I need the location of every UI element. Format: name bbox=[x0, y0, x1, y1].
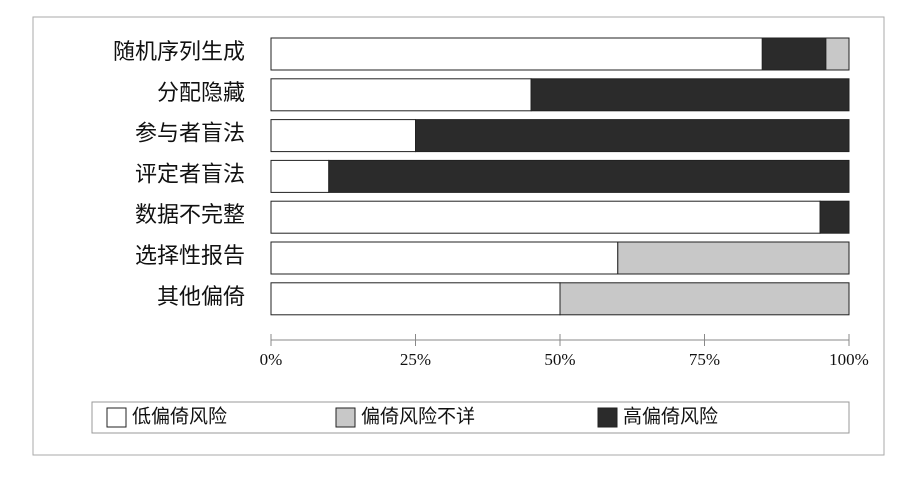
x-tick-label: 25% bbox=[400, 350, 431, 369]
bar-segment bbox=[761, 37, 827, 71]
category-label: 分配隐藏 bbox=[157, 80, 245, 105]
legend-label: 低偏倚风险 bbox=[132, 405, 227, 427]
bar-segment bbox=[270, 282, 561, 316]
bar-segment bbox=[415, 119, 850, 153]
legend-swatch bbox=[597, 407, 618, 428]
category-label: 参与者盲法 bbox=[135, 121, 245, 146]
bar-segment bbox=[270, 241, 619, 275]
category-label: 选择性报告 bbox=[135, 243, 245, 268]
bar-segment bbox=[530, 78, 850, 112]
category-label: 评定者盲法 bbox=[135, 161, 245, 186]
bar-segment bbox=[559, 282, 850, 316]
x-tick-label: 50% bbox=[544, 350, 575, 369]
bar-segment bbox=[270, 119, 416, 153]
legend-swatch bbox=[335, 407, 356, 428]
x-tick-label: 0% bbox=[260, 350, 283, 369]
bar-segment bbox=[270, 159, 330, 193]
legend-box bbox=[91, 401, 850, 434]
bar-segment bbox=[819, 200, 850, 234]
x-tick-label: 75% bbox=[689, 350, 720, 369]
bar-segment bbox=[270, 200, 821, 234]
legend-label: 高偏倚风险 bbox=[623, 405, 718, 427]
category-label: 其他偏倚 bbox=[157, 284, 245, 309]
bar-segment bbox=[617, 241, 850, 275]
legend-swatch bbox=[106, 407, 127, 428]
bar-segment bbox=[825, 37, 850, 71]
bar-segment bbox=[328, 159, 850, 193]
legend-label: 偏倚风险不详 bbox=[361, 405, 475, 427]
category-label: 数据不完整 bbox=[135, 202, 245, 227]
category-label: 随机序列生成 bbox=[113, 39, 245, 64]
x-tick-label: 100% bbox=[829, 350, 869, 369]
bar-segment bbox=[270, 37, 763, 71]
bar-segment bbox=[270, 78, 532, 112]
